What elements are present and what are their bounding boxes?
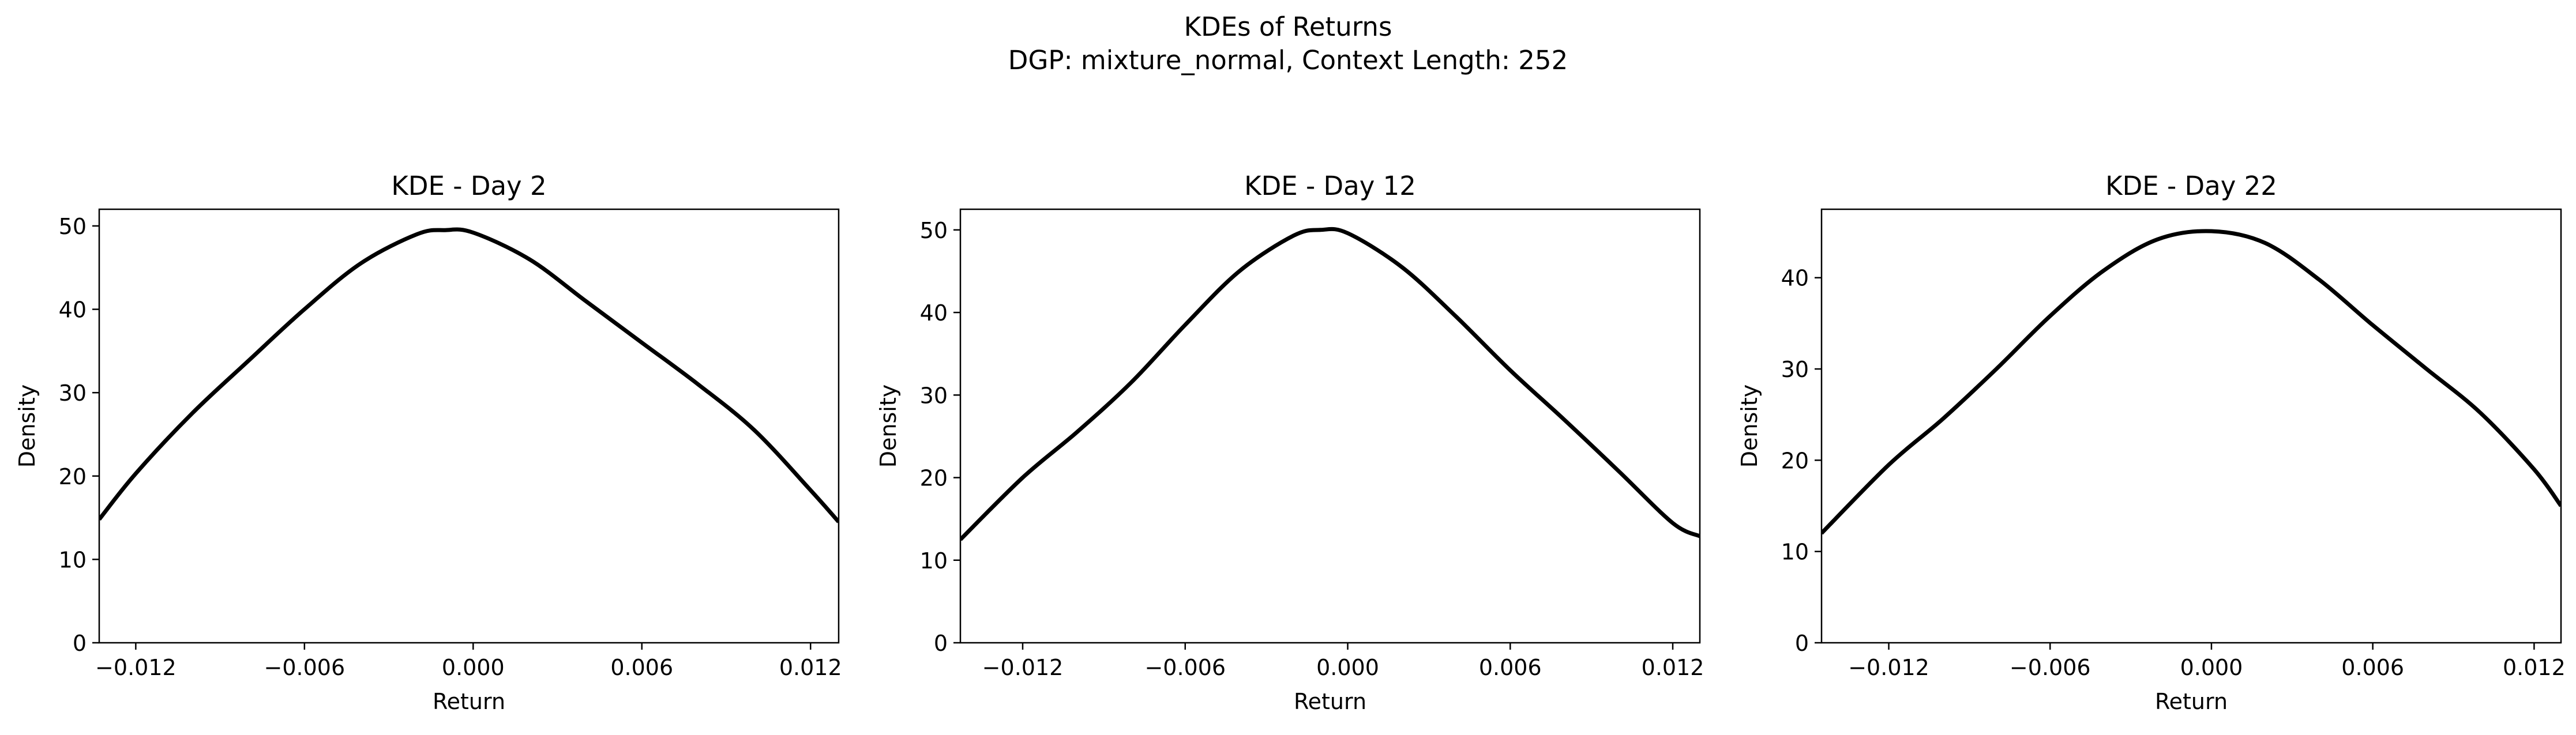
y-tick-label: 50 [59,214,87,239]
subplot-1: −0.012 −0.006 0.000 0.006 0.012 0 10 20 30 40 50 KD… [14,171,842,714]
x-tick-label: 0.000 [1316,655,1379,680]
x-tick-label: 0.012 [2503,655,2566,680]
subplot-3: −0.012 −0.006 0.000 0.006 0.012 0 10 20 30 40 KDE … [1737,171,2566,714]
y-tick-label: 0 [73,631,87,656]
x-tick-label: 0.000 [442,655,505,680]
subplots: −0.012 −0.006 0.000 0.006 0.012 0 10 20 30 40 50 KD… [14,171,2566,714]
subplot-title: KDE - Day 12 [1244,171,1416,201]
x-tick-label: 0.006 [610,655,673,680]
y-axis-label: Density [14,385,40,468]
x-tick-label: 0.012 [779,655,842,680]
y-tick-label: 10 [1781,540,1809,565]
y-tick-label: 0 [934,631,948,656]
x-tick-label: −0.012 [1848,655,1929,680]
x-tick-label: −0.006 [1144,655,1226,680]
x-tick-label: −0.012 [95,655,177,680]
y-tick-label: 10 [59,547,87,572]
x-tick-label: −0.006 [264,655,346,680]
x-tick-label: 0.000 [2180,655,2243,680]
kde-line-series-1 [1822,229,2561,535]
plot-frame [98,208,840,644]
x-axis-label: Return [433,689,505,714]
subplot-2: −0.012 −0.006 0.000 0.006 0.012 0 10 20 30 40 50 KD… [876,171,1704,714]
plot-frame [1820,208,2562,644]
x-tick-label: 0.006 [2341,655,2404,680]
x-tick-label: 0.006 [1479,655,1542,680]
x-tick-label: −0.006 [2010,655,2091,680]
y-tick-label: 30 [59,380,87,406]
figure-title: KDEs of Returns [1184,12,1392,42]
subplot-title: KDE - Day 22 [2105,171,2277,201]
x-tick-label: −0.012 [982,655,1064,680]
y-tick-label: 40 [920,300,948,326]
y-tick-label: 20 [59,464,87,489]
kde-line-series-1 [99,227,839,523]
y-tick-label: 10 [920,548,948,574]
y-axis-label: Density [1737,385,1762,468]
x-tick-label: 0.012 [1642,655,1704,680]
y-tick-label: 20 [1781,448,1809,473]
figure-subtitle: DGP: mixture_normal, Context Length: 252 [1008,45,1568,76]
y-tick-label: 40 [59,297,87,323]
y-axis-label: Density [876,385,901,468]
y-tick-label: 40 [1781,266,1809,291]
subplot-title: KDE - Day 2 [391,171,546,201]
x-axis-label: Return [1294,689,1366,714]
y-tick-label: 20 [920,466,948,491]
y-tick-label: 0 [1795,631,1809,656]
kde-line-series-1 [960,227,1700,541]
y-tick-label: 30 [1781,357,1809,382]
y-tick-label: 50 [920,218,948,243]
y-tick-label: 30 [920,383,948,408]
plot-frame [959,208,1701,644]
x-axis-label: Return [2155,689,2228,714]
